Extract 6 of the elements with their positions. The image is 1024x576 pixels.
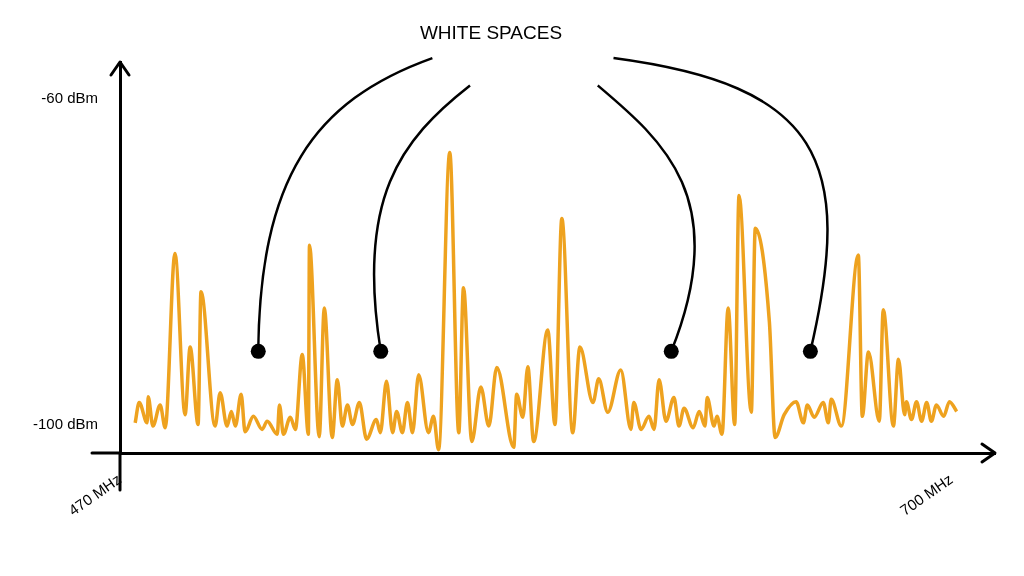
y-tick-label: -60 dBm xyxy=(41,88,98,106)
x-tick-label: 470 MHz xyxy=(65,470,125,519)
y-tick-label: -100 dBm xyxy=(32,414,98,432)
x-tick-label: 700 MHz xyxy=(896,470,956,519)
line-series xyxy=(133,150,959,452)
chart-title: WHITE SPACES xyxy=(419,22,563,44)
